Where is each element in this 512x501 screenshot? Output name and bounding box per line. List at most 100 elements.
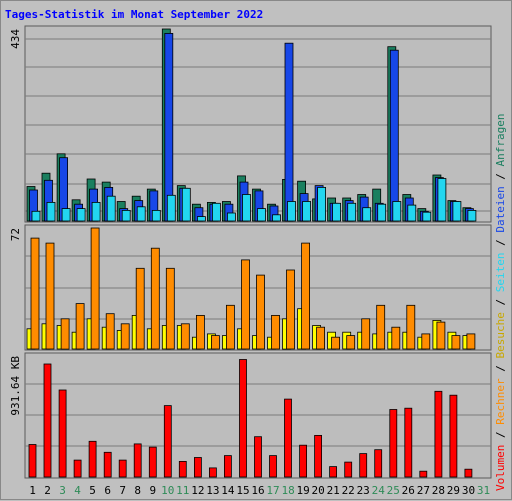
legend-separator: / [494, 233, 507, 253]
top-bar-seiten-day-7 [121, 209, 131, 222]
middle-bar-rechner-day-2 [45, 242, 55, 350]
bottom-bar-volumen-day-7 [118, 459, 127, 478]
top-bar-dateien-day-18 [284, 42, 294, 222]
legend-item-seiten: Seiten [494, 253, 507, 293]
day-label-16: 16 [251, 484, 264, 497]
bottom-bar-volumen-day-26 [404, 407, 413, 478]
chart-title: Tages-Statistik im Monat September 2022 [5, 8, 264, 21]
bottom-bar-volumen-day-30 [464, 468, 473, 478]
day-label-18: 18 [281, 484, 294, 497]
legend-item-besuche: Besuche [494, 312, 507, 358]
middle-bar-rechner-day-10 [165, 267, 175, 350]
middle-bar-rechner-day-9 [150, 247, 160, 350]
top-bar-seiten-day-29 [452, 201, 462, 222]
bottom-bar-volumen-day-19 [299, 444, 308, 478]
middle-bar-rechner-day-14 [225, 304, 235, 350]
day-label-26: 26 [402, 484, 415, 497]
legend: Volumen / Rechner / Besuche / Seiten / D… [494, 113, 507, 491]
middle-bar-rechner-day-19 [301, 242, 311, 350]
day-label-30: 30 [462, 484, 475, 497]
top-bar-dateien-day-10 [164, 33, 174, 222]
legend-separator: / [494, 359, 507, 379]
day-label-24: 24 [372, 484, 386, 497]
top-bar-seiten-day-5 [91, 201, 101, 222]
top-bar-seiten-day-12 [196, 216, 206, 222]
legend-item-rechner: Rechner [494, 378, 507, 425]
middle-bar-rechner-day-24 [376, 304, 386, 350]
bottom-bar-volumen-day-14 [223, 455, 232, 478]
bottom-bar-volumen-day-25 [389, 409, 398, 478]
bottom-bar-volumen-day-11 [178, 460, 187, 478]
day-label-3: 3 [59, 484, 66, 497]
top-bar-seiten-day-30 [467, 209, 477, 222]
legend-item-volumen: Volumen [494, 445, 507, 491]
top-bar-seiten-day-24 [377, 203, 387, 222]
day-label-25: 25 [387, 484, 400, 497]
middle-bar-rechner-day-26 [406, 304, 416, 350]
top-bar-seiten-day-19 [302, 201, 312, 222]
bottom-bar-volumen-day-21 [329, 466, 338, 478]
middle-max-label: 72 [9, 228, 22, 241]
bottom-bar-volumen-day-24 [374, 449, 383, 478]
top-bar-seiten-day-15 [242, 194, 251, 222]
legend-separator: / [494, 292, 507, 312]
top-bar-dateien-day-25 [389, 49, 399, 222]
middle-bar-rechner-day-27 [421, 333, 431, 350]
day-label-7: 7 [119, 484, 126, 497]
bottom-bar-volumen-day-4 [73, 459, 82, 478]
bottom-bar-volumen-day-3 [58, 389, 67, 478]
bottom-bar-volumen-day-10 [163, 405, 172, 478]
day-label-14: 14 [221, 484, 235, 497]
top-bar-seiten-day-28 [437, 178, 447, 222]
day-label-15: 15 [236, 484, 249, 497]
top-bar-seiten-day-26 [407, 204, 417, 222]
day-label-1: 1 [29, 484, 36, 497]
middle-bar-rechner-day-5 [90, 227, 100, 350]
top-bar-seiten-day-20 [317, 186, 327, 222]
top-bar-seiten-day-14 [226, 212, 236, 222]
middle-bar-rechner-day-3 [60, 318, 70, 350]
day-label-20: 20 [311, 484, 324, 497]
bottom-max-label: 931.64 KB [9, 356, 22, 416]
top-bar-seiten-day-18 [287, 201, 296, 222]
day-label-28: 28 [432, 484, 445, 497]
top-bar-seiten-day-25 [392, 201, 402, 222]
day-label-17: 17 [266, 484, 279, 497]
middle-bar-rechner-day-8 [135, 267, 145, 350]
bottom-bar-volumen-day-20 [314, 434, 323, 478]
middle-bar-rechner-day-13 [210, 335, 220, 350]
bottom-bar-volumen-day-18 [284, 398, 292, 478]
day-label-8: 8 [134, 484, 141, 497]
middle-bar-rechner-day-4 [75, 303, 85, 350]
top-bar-seiten-day-23 [362, 207, 372, 222]
legend-separator: / [494, 425, 507, 445]
bottom-bar-volumen-day-9 [148, 446, 157, 478]
bottom-bar-volumen-day-29 [449, 394, 458, 478]
middle-bar-rechner-day-23 [361, 318, 371, 350]
day-label-29: 29 [447, 484, 460, 497]
day-label-21: 21 [327, 484, 340, 497]
day-label-5: 5 [89, 484, 96, 497]
day-label-6: 6 [104, 484, 111, 497]
day-label-12: 12 [191, 484, 204, 497]
day-label-27: 27 [417, 484, 430, 497]
middle-bar-rechner-day-18 [286, 269, 295, 350]
top-bar-seiten-day-2 [46, 201, 56, 222]
bottom-bar-volumen-day-15 [239, 359, 247, 478]
bottom-bar-volumen-day-23 [359, 453, 368, 478]
top-bar-seiten-day-4 [76, 208, 86, 222]
bottom-bar-volumen-day-16 [254, 436, 262, 478]
bottom-bar-volumen-day-1 [28, 444, 37, 478]
middle-bar-rechner-day-25 [391, 326, 401, 350]
legend-separator: / [494, 166, 507, 186]
bottom-bar-volumen-day-5 [88, 440, 97, 478]
bottom-bar-volumen-day-28 [434, 390, 443, 478]
day-label-9: 9 [149, 484, 156, 497]
bottom-bar-volumen-day-17 [269, 455, 277, 478]
middle-bar-rechner-day-29 [451, 335, 461, 350]
day-label-22: 22 [342, 484, 355, 497]
day-label-19: 19 [296, 484, 309, 497]
top-max-label: 434 [9, 29, 22, 49]
